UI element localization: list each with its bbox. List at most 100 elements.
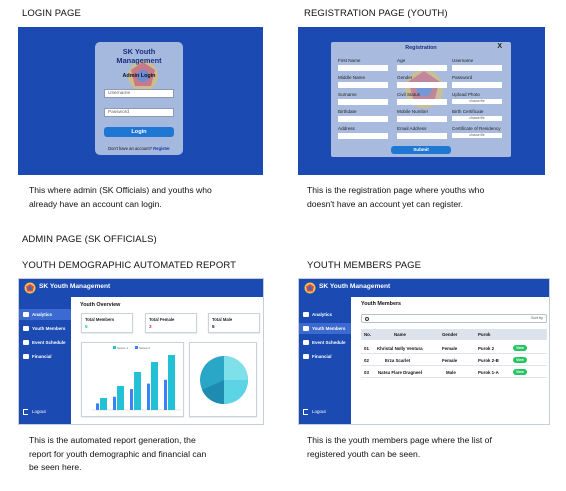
sidebar-item-event-schedule[interactable]: Event Schedule (19, 337, 71, 348)
demographic-caption-line3: be seen here. (29, 462, 82, 472)
bar-series-2 (147, 383, 150, 410)
stat-value: 5 (85, 324, 88, 329)
sidebar-item-youth-members[interactable]: Youth Members (299, 323, 351, 334)
bar-series-1 (151, 362, 158, 410)
pie-slice-2 (224, 380, 248, 404)
form-input[interactable] (397, 99, 447, 105)
registration-section-heading: REGISTRATION PAGE (YOUTH) (304, 8, 448, 19)
field-label: Gender (397, 75, 413, 80)
password-input[interactable]: Password (104, 108, 174, 117)
cell-gender: Female (442, 358, 458, 363)
sidebar-item-analytics[interactable]: Analytics (299, 309, 351, 320)
sidebar-item-label: Event Schedule (312, 340, 346, 345)
cell-name: Erza Scarlet (385, 358, 411, 363)
form-input[interactable] (338, 133, 388, 139)
stat-value: 3 (149, 324, 152, 329)
analytics-icon (23, 312, 29, 317)
calendar-icon (23, 340, 29, 345)
bar-series-2 (164, 379, 167, 410)
register-link[interactable]: Register (153, 146, 170, 151)
legend-label-series-1: Series 1 (117, 346, 128, 350)
form-input[interactable] (397, 82, 447, 88)
form-input[interactable] (397, 133, 447, 139)
sort-by-dropdown[interactable]: Sort by (530, 316, 543, 320)
column-header: Purok (478, 332, 491, 337)
table-row: 03 Natsu Flare Dragneel Male Purok 1-A V… (361, 367, 547, 378)
file-upload-input[interactable]: choose file (452, 116, 502, 121)
view-button[interactable]: View (513, 369, 527, 375)
legend-swatch-series-2 (135, 346, 138, 349)
view-button[interactable]: View (513, 357, 527, 363)
logout-button[interactable]: Logout (299, 407, 351, 417)
registration-card: Registration X Submit First Name Age Usern… (331, 42, 511, 157)
logout-button[interactable]: Logout (19, 407, 71, 417)
username-input[interactable]: Username (104, 89, 174, 98)
stat-label: Total Male (212, 317, 233, 322)
sidebar: Analytics Youth Members Event Schedule F… (299, 297, 351, 424)
field-label: Civil Status (397, 92, 420, 97)
users-icon (23, 326, 29, 331)
logout-icon (303, 409, 308, 415)
sidebar-item-youth-members[interactable]: Youth Members (19, 323, 71, 334)
field-label: Mobile Number (397, 109, 429, 114)
money-icon (23, 354, 29, 359)
registration-caption: This is the registration page where yout… (307, 184, 557, 211)
sidebar-item-analytics[interactable]: Analytics (19, 309, 71, 320)
form-input[interactable] (397, 65, 447, 71)
pie-chart (200, 356, 248, 405)
search-icon (365, 316, 369, 321)
form-input[interactable] (338, 99, 388, 105)
login-button[interactable]: Login (104, 127, 174, 137)
sidebar-item-financial[interactable]: Financial (299, 351, 351, 362)
form-input[interactable] (338, 116, 388, 122)
form-input[interactable] (397, 116, 447, 122)
cell-purok: Purok 2-B (478, 358, 499, 363)
login-caption-line1: This where admin (SK Officials) and yout… (29, 185, 212, 195)
analytics-icon (303, 312, 309, 317)
submit-button[interactable]: Submit (391, 146, 451, 154)
top-bar: SK Youth Management (299, 279, 549, 297)
bar-series-1 (100, 398, 107, 410)
login-section-heading: LOGIN PAGE (22, 8, 81, 19)
demographic-section-heading: YOUTH DEMOGRAPHIC AUTOMATED REPORT (22, 260, 237, 271)
form-input[interactable] (338, 82, 388, 88)
field-label: Username (452, 58, 474, 63)
login-card: SK Youth Management Admin Login Username… (95, 42, 183, 155)
field-label: Surname (338, 92, 357, 97)
bar-series-2 (130, 389, 133, 410)
sidebar-item-label: Youth Members (312, 326, 346, 331)
page-title: Youth Overview (80, 302, 121, 308)
cell-no: 02 (364, 358, 369, 363)
form-input[interactable] (452, 65, 502, 71)
members-caption-line1: This is the youth members page where the… (307, 435, 492, 445)
cell-purok: Purok 1-A (478, 370, 499, 375)
form-input[interactable] (452, 82, 502, 88)
column-header: Name (394, 332, 406, 337)
login-caption-line2: already have an account can login. (29, 198, 162, 209)
file-upload-input[interactable]: choose file (452, 99, 502, 104)
form-input[interactable] (338, 65, 388, 71)
sk-logo-icon (24, 282, 36, 294)
registration-title: Registration (405, 45, 437, 51)
cell-gender: Female (442, 346, 458, 351)
demographic-screenshot: SK Youth Management Analytics Youth Memb… (18, 278, 264, 425)
bar-chart: Series 1 Series 2 (92, 346, 181, 411)
top-bar: SK Youth Management (19, 279, 263, 297)
bar-series-1 (134, 372, 141, 410)
admin-page-heading: ADMIN PAGE (SK OFFICIALS) (22, 234, 157, 245)
field-label: Age (397, 58, 406, 63)
sidebar-item-event-schedule[interactable]: Event Schedule (299, 337, 351, 348)
stat-value: 5 (212, 324, 215, 329)
view-button[interactable]: View (513, 345, 527, 351)
pie-chart-card (189, 342, 257, 417)
table-row: 02 Erza Scarlet Female Purok 2-B View (361, 355, 547, 366)
stat-label: Total Members (85, 317, 115, 322)
search-input[interactable]: Sort by (361, 314, 547, 323)
field-label: Birth Certificate (452, 109, 484, 114)
sidebar-item-financial[interactable]: Financial (19, 351, 71, 362)
cell-no: 01 (364, 346, 369, 351)
close-icon[interactable]: X (497, 43, 502, 50)
registration-caption-line1: This is the registration page where yout… (307, 185, 485, 195)
stat-card-total-female: Total Female 3 (145, 313, 197, 333)
file-upload-input[interactable]: choose file (452, 133, 502, 138)
